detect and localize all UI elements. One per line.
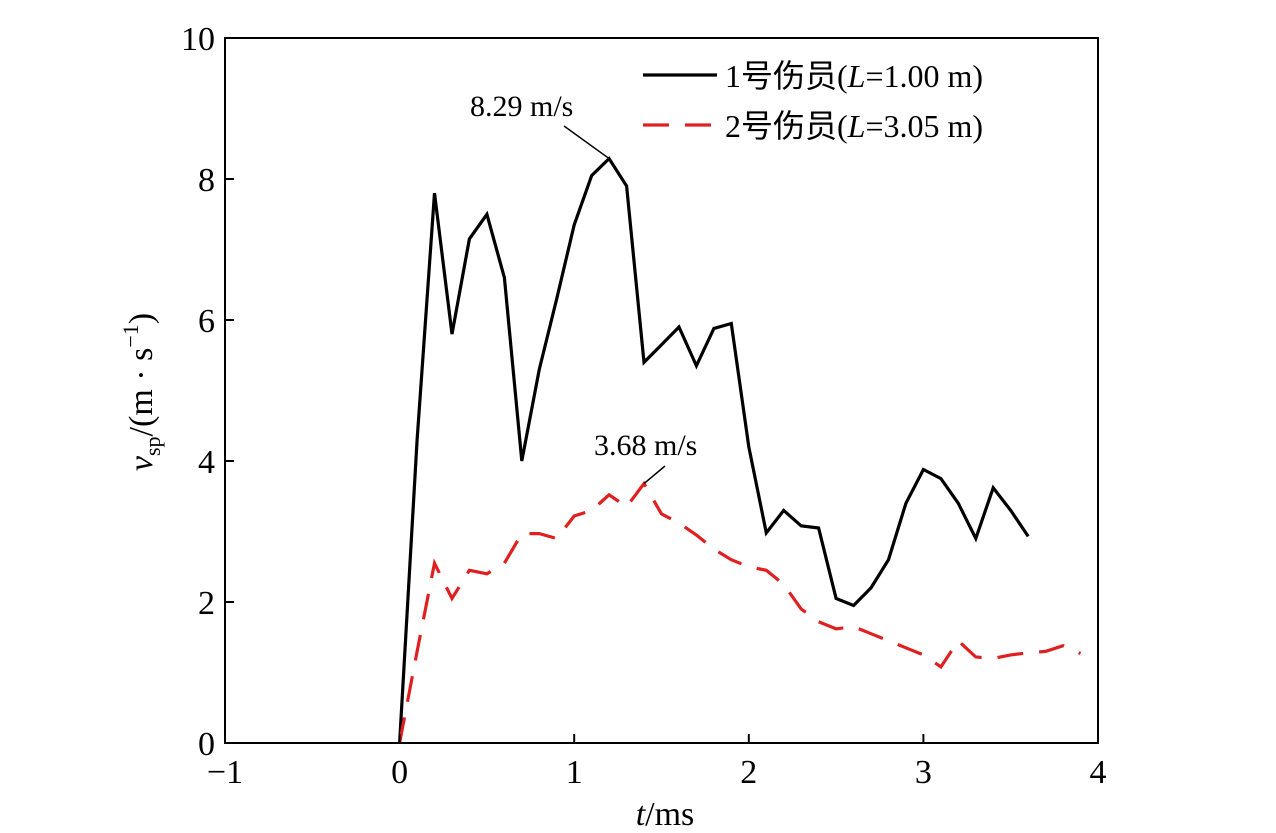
y-tick-label: 0 <box>198 726 215 763</box>
y-tick-label: 4 <box>198 444 215 481</box>
y-tick-label: 6 <box>198 303 215 340</box>
y-axis-label: vsp/(m · s−1) <box>118 313 165 471</box>
y-axis-label-var: v <box>123 455 160 471</box>
y-axis-label-sup: −1 <box>118 324 143 347</box>
x-tick-label: 4 <box>1090 754 1107 791</box>
x-axis-label-var: t <box>636 796 647 833</box>
series-layer <box>398 156 1082 744</box>
annotation-peak-2: 3.68 m/s <box>594 429 697 462</box>
series-line-2 <box>398 480 1082 744</box>
legend: 1号伤员(L=1.00 m) 2号伤员(L=3.05 m) <box>643 58 983 144</box>
y-tick-label: 8 <box>198 162 215 199</box>
annotation-layer: 8.29 m/s 3.68 m/s <box>470 90 697 485</box>
x-tick-label: 3 <box>915 754 932 791</box>
y-tick-label: 10 <box>181 21 215 58</box>
x-axis-label: t/ms <box>636 796 695 833</box>
y-axis-label-close: ) <box>123 313 160 324</box>
y-axis-label-unit: /(m · s <box>123 348 160 437</box>
annotation-leader-2 <box>643 465 666 485</box>
legend-label-2: 2号伤员(L=3.05 m) <box>725 108 983 144</box>
x-tick-label: 2 <box>740 754 757 791</box>
y-tick-label: 2 <box>198 585 215 622</box>
x-tick-label: 0 <box>391 754 408 791</box>
y-axis-label-sub: sp <box>140 436 165 456</box>
x-tick-label: 1 <box>566 754 583 791</box>
annotation-leader-1 <box>563 125 610 160</box>
plot-frame <box>224 37 1099 744</box>
annotation-peak-1: 8.29 m/s <box>470 90 573 123</box>
x-axis-label-unit: /ms <box>645 796 694 833</box>
x-tick-label: −1 <box>207 754 243 791</box>
series-line-1 <box>398 156 1030 744</box>
legend-label-1: 1号伤员(L=1.00 m) <box>725 58 983 94</box>
